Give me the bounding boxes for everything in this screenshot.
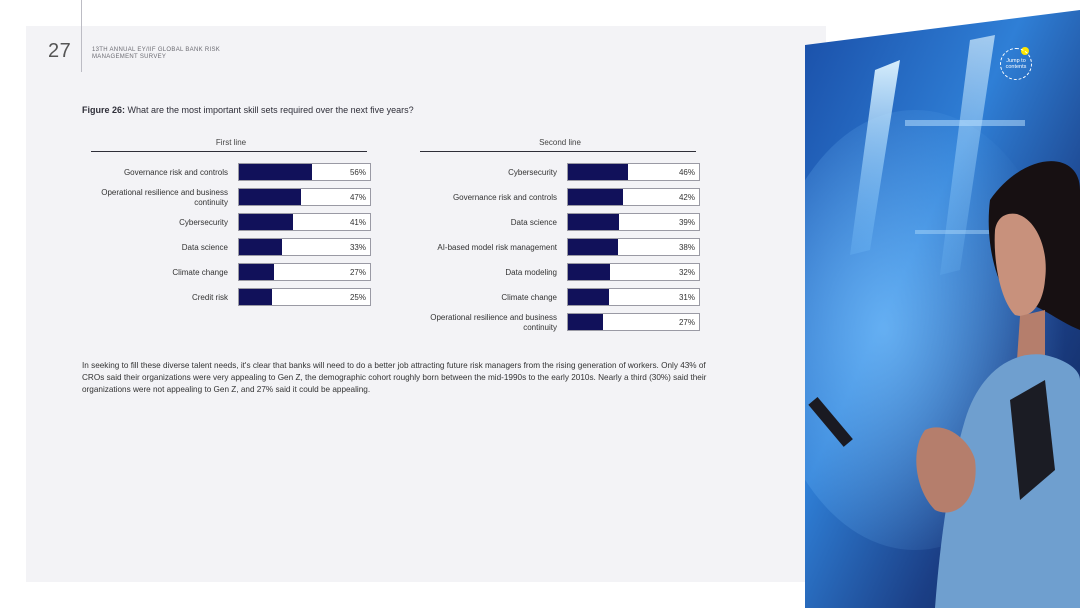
bar [239, 239, 283, 255]
bar-track: 39% [567, 213, 700, 231]
category-label: Data science [181, 243, 228, 252]
chart-title-rule [91, 151, 367, 152]
bar [568, 189, 624, 205]
category-label: Data science [510, 218, 557, 227]
bar [239, 289, 272, 305]
category-label: Data modeling [505, 268, 557, 277]
bar-row: Operational resilience and business cont… [91, 188, 371, 208]
bar-track: 38% [567, 238, 700, 256]
category-label: Credit risk [191, 293, 228, 302]
report-title: 13TH ANNUAL EY/IIF GLOBAL BANK RISK MANA… [92, 47, 221, 60]
bar-value-label: 38% [678, 242, 695, 252]
bar-track: 41% [238, 213, 371, 231]
bar-row: Credit risk 25% [91, 288, 371, 308]
bar-row: Data modeling 32% [420, 263, 700, 283]
bar-value-label: 47% [349, 192, 366, 202]
bar-row: Operational resilience and business cont… [420, 313, 700, 333]
bar [568, 264, 610, 280]
chart-second-line: Second line Cybersecurity 46% Governance ri… [420, 138, 700, 338]
bar [568, 239, 618, 255]
bar-row: Data science 33% [91, 238, 371, 258]
bar-track: 42% [567, 188, 700, 206]
category-label: Operational resilience and business cont… [101, 188, 228, 207]
bar-track: 56% [238, 163, 371, 181]
bar [568, 289, 609, 305]
bar-value-label: 42% [678, 192, 695, 202]
bar-track: 27% [567, 313, 700, 331]
bar-value-label: 27% [349, 267, 366, 277]
chart-title: Second line [539, 138, 581, 147]
jump-to-contents-button[interactable]: Jump to contents [1000, 48, 1032, 80]
bar-value-label: 32% [678, 267, 695, 277]
bar-row: Governance risk and controls 56% [91, 163, 371, 183]
bar-value-label: 39% [678, 217, 695, 227]
bar [239, 164, 313, 180]
bar-row: Climate change 31% [420, 288, 700, 308]
bar-track: 46% [567, 163, 700, 181]
category-label: Cybersecurity [179, 218, 228, 227]
category-label: Cybersecurity [508, 168, 557, 177]
bar-track: 31% [567, 288, 700, 306]
body-paragraph: In seeking to fill these diverse talent … [82, 361, 707, 394]
bar [239, 189, 301, 205]
bar-row: Climate change 27% [91, 263, 371, 283]
bar-value-label: 33% [349, 242, 366, 252]
bar-value-label: 25% [349, 292, 366, 302]
bar-row: Data science 39% [420, 213, 700, 233]
category-label: Governance risk and controls [123, 168, 228, 177]
bar-row: Governance risk and controls 42% [420, 188, 700, 208]
bar-track: 33% [238, 238, 371, 256]
bar [239, 214, 293, 230]
category-label: Operational resilience and business cont… [430, 313, 557, 332]
bar-track: 32% [567, 263, 700, 281]
figure-question: What are the most important skill sets r… [125, 105, 414, 115]
bar [568, 214, 620, 230]
bar-value-label: 46% [678, 167, 695, 177]
bar [239, 264, 275, 280]
bar [568, 314, 604, 330]
bar-value-label: 31% [678, 292, 695, 302]
bar-row: AI-based model risk management 38% [420, 238, 700, 258]
category-label: Climate change [172, 268, 228, 277]
hero-photo [805, 10, 1080, 608]
chart-title: First line [215, 138, 247, 147]
bar-track: 47% [238, 188, 371, 206]
bar-track: 25% [238, 288, 371, 306]
page-number: 27 [48, 40, 72, 62]
category-label: Climate change [501, 293, 557, 302]
chart-first-line: First line Governance risk and controls 56… [91, 138, 371, 338]
bar-track: 27% [238, 263, 371, 281]
header-divider [81, 0, 82, 72]
bar-row: Cybersecurity 41% [91, 213, 371, 233]
category-label: AI-based model risk management [437, 243, 557, 252]
bar-value-label: 27% [678, 317, 695, 327]
bar [568, 164, 629, 180]
bar-row: Cybersecurity 46% [420, 163, 700, 183]
bar-value-label: 56% [349, 167, 366, 177]
chart-title-rule [420, 151, 696, 152]
category-label: Governance risk and controls [452, 193, 557, 202]
bar-value-label: 41% [349, 217, 366, 227]
figure-caption: Figure 26: What are the most important s… [82, 105, 414, 115]
figure-label: Figure 26: [82, 105, 126, 115]
